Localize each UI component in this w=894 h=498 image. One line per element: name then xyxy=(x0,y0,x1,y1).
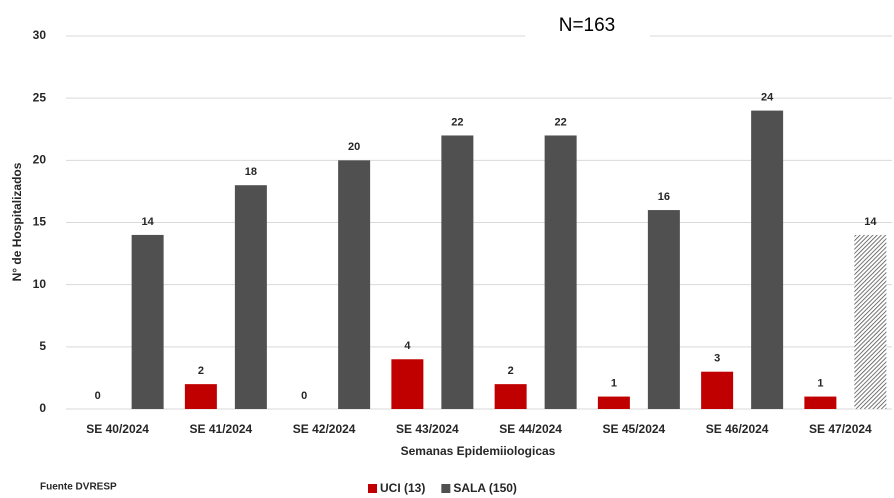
chart-title: N=163 xyxy=(559,15,616,36)
x-tick-label: SE 40/2024 xyxy=(86,422,149,436)
value-label: 14 xyxy=(864,216,877,228)
value-label: 20 xyxy=(348,141,360,153)
bar xyxy=(701,371,734,409)
y-axis-title: N° de Hospitalizados xyxy=(10,162,24,281)
bar xyxy=(391,359,424,409)
value-label: 2 xyxy=(508,365,514,377)
legend-swatch xyxy=(368,484,377,493)
legend-swatch xyxy=(441,484,451,493)
x-axis-title: Semanas Epidemiiologicas xyxy=(401,444,556,458)
x-tick-label: SE 45/2024 xyxy=(603,422,666,436)
x-tick-label: SE 46/2024 xyxy=(706,422,769,436)
bar xyxy=(854,234,887,409)
bar xyxy=(184,384,217,409)
value-label: 22 xyxy=(555,116,567,128)
value-label: 22 xyxy=(451,116,463,128)
x-tick-label: SE 41/2024 xyxy=(190,422,253,436)
y-tick-label: 10 xyxy=(33,277,47,291)
y-tick-label: 15 xyxy=(33,215,47,229)
y-tick-label: 20 xyxy=(33,153,47,167)
x-tick-label: SE 44/2024 xyxy=(499,422,562,436)
value-label: 18 xyxy=(245,166,257,178)
bar xyxy=(234,185,267,409)
legend-label: UCI (13) xyxy=(380,481,425,495)
bar xyxy=(804,396,837,409)
legend-label: SALA (150) xyxy=(453,481,517,495)
bar xyxy=(597,396,630,409)
y-tick-label: 25 xyxy=(33,90,47,104)
bar xyxy=(494,384,527,409)
value-label: 2 xyxy=(198,365,204,377)
source: Fuente DVRESP xyxy=(40,482,117,493)
bar xyxy=(751,110,784,409)
y-tick-label: 5 xyxy=(39,339,46,353)
x-tick-label: SE 43/2024 xyxy=(396,422,459,436)
x-tick-label: SE 47/2024 xyxy=(809,422,872,436)
value-label: 24 xyxy=(761,92,774,104)
x-tick-label: SE 42/2024 xyxy=(293,422,356,436)
bar xyxy=(338,160,371,409)
value-label: 1 xyxy=(611,377,617,389)
y-tick-label: 0 xyxy=(39,401,46,415)
bar xyxy=(647,210,680,409)
value-label: 0 xyxy=(301,390,307,402)
value-label: 4 xyxy=(404,340,411,352)
value-label: 1 xyxy=(817,377,823,389)
y-tick-label: 30 xyxy=(33,28,47,42)
value-label: 14 xyxy=(142,216,155,228)
value-label: 0 xyxy=(95,390,101,402)
value-label: 3 xyxy=(714,353,720,365)
bar xyxy=(544,135,577,409)
bar xyxy=(441,135,474,409)
title-bg xyxy=(525,10,650,42)
bar xyxy=(131,234,164,409)
value-label: 16 xyxy=(658,191,670,203)
